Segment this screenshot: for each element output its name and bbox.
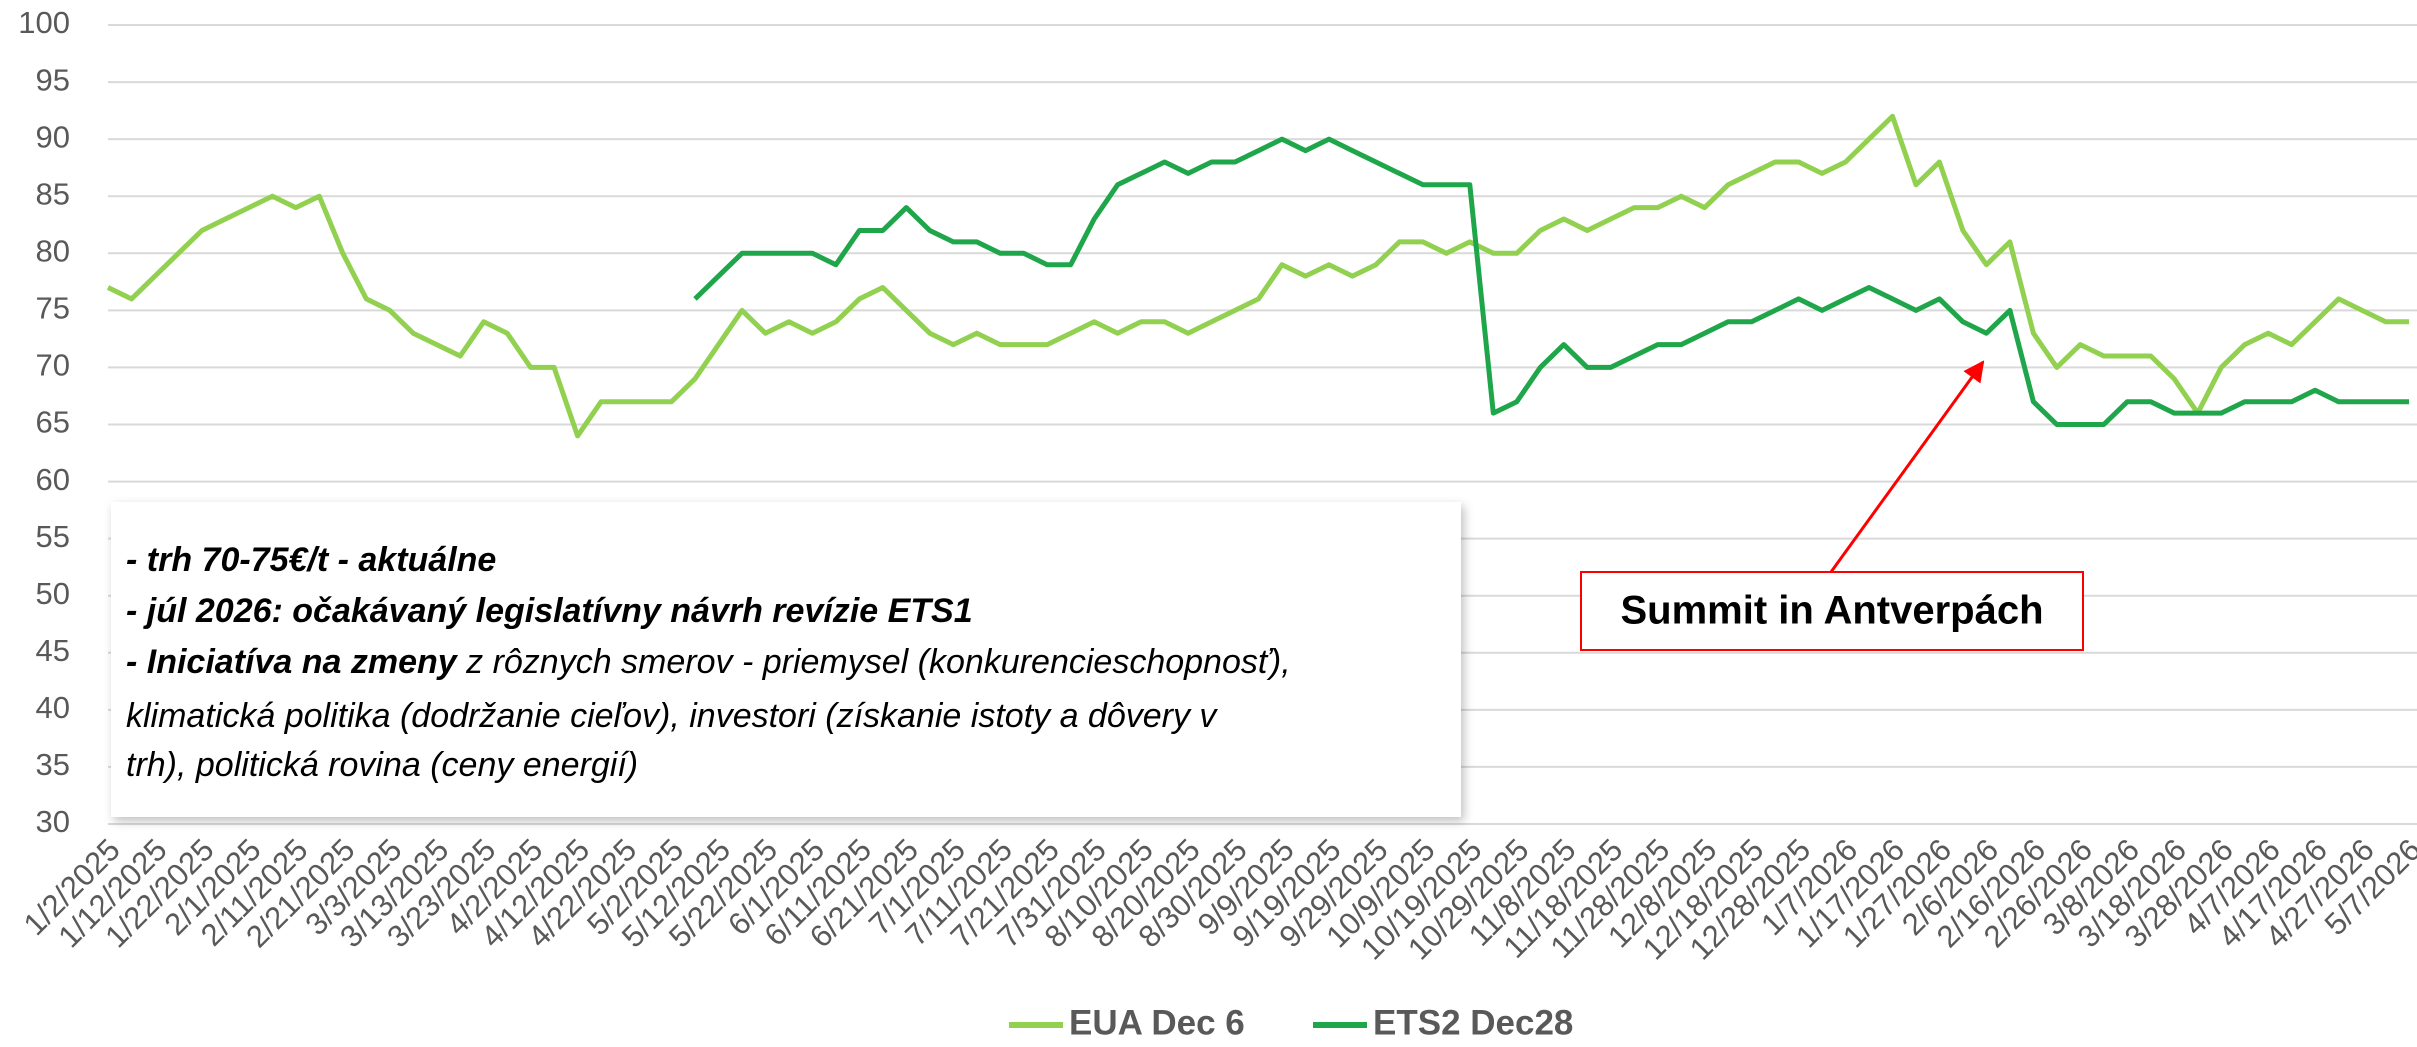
note-line: - júl 2026: očakávaný legislatívny návrh… <box>126 592 973 630</box>
y-tick-label: 35 <box>36 747 70 782</box>
note-text: z rôznych smerov - priemysel (konkurenci… <box>457 643 1291 681</box>
y-tick-label: 65 <box>36 405 70 440</box>
legend-label: ETS2 Dec28 <box>1373 1003 1573 1042</box>
note-line: - Iniciatíva na zmeny z rôznych smerov -… <box>126 643 1291 681</box>
note-box <box>111 502 1461 817</box>
y-tick-label: 90 <box>36 119 70 154</box>
y-tick-label: 40 <box>36 690 70 725</box>
callout-arrow <box>1829 360 1985 573</box>
note-line: trh), politická rovina (ceny energií) <box>126 746 638 784</box>
y-tick-label: 95 <box>36 62 70 97</box>
y-tick-label: 80 <box>36 233 70 268</box>
y-tick-label: 45 <box>36 633 70 668</box>
note-line: klimatická politika (dodržanie cieľov), … <box>126 697 1218 735</box>
legend-label: EUA Dec 6 <box>1069 1003 1245 1042</box>
y-tick-label: 85 <box>36 176 70 211</box>
callout-text: Summit in Antverpách <box>1620 589 2043 633</box>
y-tick-label: 30 <box>36 804 70 839</box>
y-tick-label: 75 <box>36 291 70 326</box>
y-tick-label: 50 <box>36 576 70 611</box>
y-tick-label: 60 <box>36 462 70 497</box>
y-tick-label: 100 <box>18 5 70 40</box>
note-bold: - Iniciatíva na zmeny <box>126 643 459 681</box>
note-line: - trh 70-75€/t - aktuálne <box>126 541 496 579</box>
callout-box <box>1580 571 2084 651</box>
y-tick-label: 55 <box>36 519 70 554</box>
series-line <box>106 113 2409 439</box>
series-line <box>693 136 2409 427</box>
y-tick-label: 70 <box>36 348 70 383</box>
